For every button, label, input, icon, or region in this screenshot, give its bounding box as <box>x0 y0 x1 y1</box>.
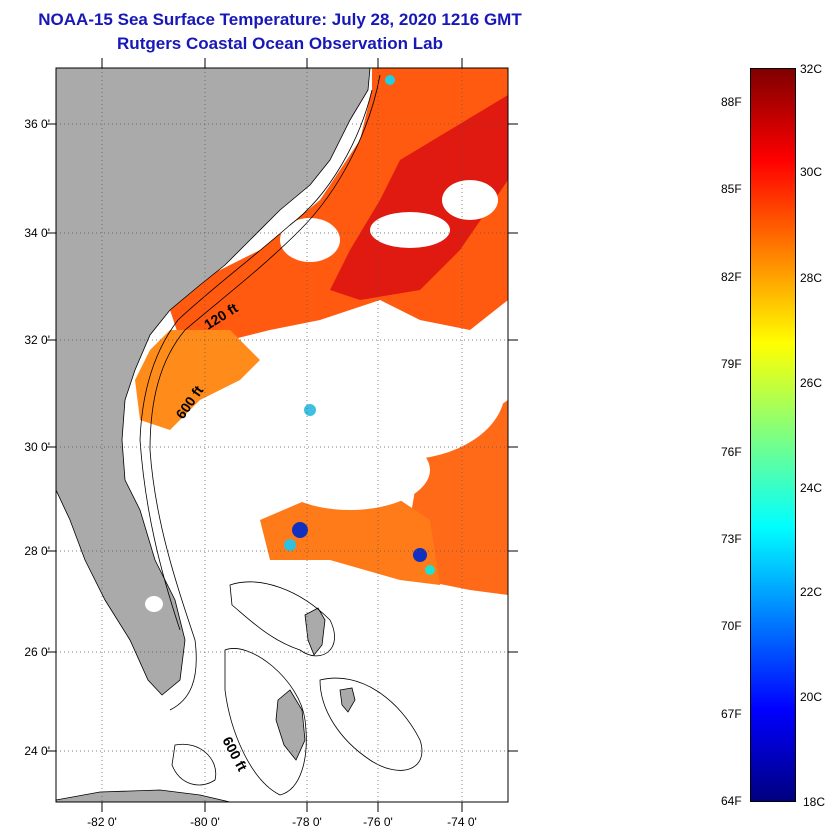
colorbar-fahrenheit-label: 73F <box>721 532 742 546</box>
shelf-contour-600ft <box>149 74 381 711</box>
land-bahamas-andros <box>275 689 306 761</box>
lat-label: 32 0' <box>24 333 50 347</box>
land-bahamas-abaco <box>304 607 326 656</box>
cloud-patch <box>295 320 505 460</box>
cool-patch <box>425 565 435 575</box>
cool-patch <box>304 404 316 416</box>
bank-contour <box>171 743 217 786</box>
colorbar-fahrenheit-label: 70F <box>721 619 742 633</box>
bank-contour <box>319 677 423 771</box>
colorbar-celsius-label: 20C <box>800 690 823 704</box>
cool-patch <box>284 539 296 551</box>
lon-label: -76 0' <box>363 815 393 829</box>
sst-nearshore-orange <box>135 330 260 430</box>
lat-label: 34 0' <box>24 226 50 240</box>
cool-patch <box>385 75 395 85</box>
colorbar-fahrenheit-label: 64F <box>721 794 742 808</box>
colorbar-celsius-label: 32C <box>800 62 823 76</box>
cloud-patch <box>280 218 340 262</box>
colorbar-fahrenheit-label: 85F <box>721 182 742 196</box>
colorbar-fahrenheit-label: 88F <box>721 95 742 109</box>
land-cuba <box>56 789 231 802</box>
tick-marks <box>46 58 518 812</box>
lat-label: 28 0' <box>24 544 50 558</box>
shelf-contour-120ft <box>139 89 373 631</box>
lat-label: 26 0' <box>24 645 50 659</box>
cloud-patch <box>442 180 498 220</box>
map-title: NOAA-15 Sea Surface Temperature: July 28… <box>38 10 522 29</box>
graticule <box>56 68 508 802</box>
cool-patch <box>292 522 308 538</box>
lon-label: -78 0' <box>292 815 322 829</box>
lat-label: 24 0' <box>24 744 50 758</box>
lat-label: 36 0' <box>24 117 50 131</box>
colorbar-fahrenheit-label: 67F <box>721 707 742 721</box>
colorbar-celsius-label: 22C <box>800 585 823 599</box>
colorbar-celsius-label: 24C <box>800 481 823 495</box>
colorbar-fahrenheit-label: 79F <box>721 357 742 371</box>
bank-contour <box>224 648 307 796</box>
cloud-patch <box>370 212 450 248</box>
cloud-patch <box>270 430 430 510</box>
sst-south-band <box>260 490 440 585</box>
lat-label: 30 0' <box>24 440 50 454</box>
lake-okeechobee <box>145 596 163 612</box>
land-bahamas-eleuthera <box>339 687 356 713</box>
lon-label: -82 0' <box>87 815 117 829</box>
map-frame <box>55 67 509 803</box>
map-subtitle: Rutgers Coastal Ocean Observation Lab <box>117 34 443 53</box>
sst-gulfstream-core <box>330 95 508 300</box>
lon-label: -74 0' <box>447 815 477 829</box>
cool-patch <box>413 548 427 562</box>
temperature-colorbar <box>750 68 796 802</box>
colorbar-fahrenheit-label: 76F <box>721 445 742 459</box>
colorbar-fahrenheit-label: 82F <box>721 270 742 284</box>
colorbar-celsius-label: 30C <box>800 165 823 179</box>
colorbar-celsius-label: 18C <box>803 795 826 809</box>
colorbar-celsius-label: 26C <box>800 376 823 390</box>
lon-label: -80 0' <box>190 815 220 829</box>
colorbar-celsius-label: 28C <box>800 271 823 285</box>
land-us-southeast <box>56 68 371 696</box>
